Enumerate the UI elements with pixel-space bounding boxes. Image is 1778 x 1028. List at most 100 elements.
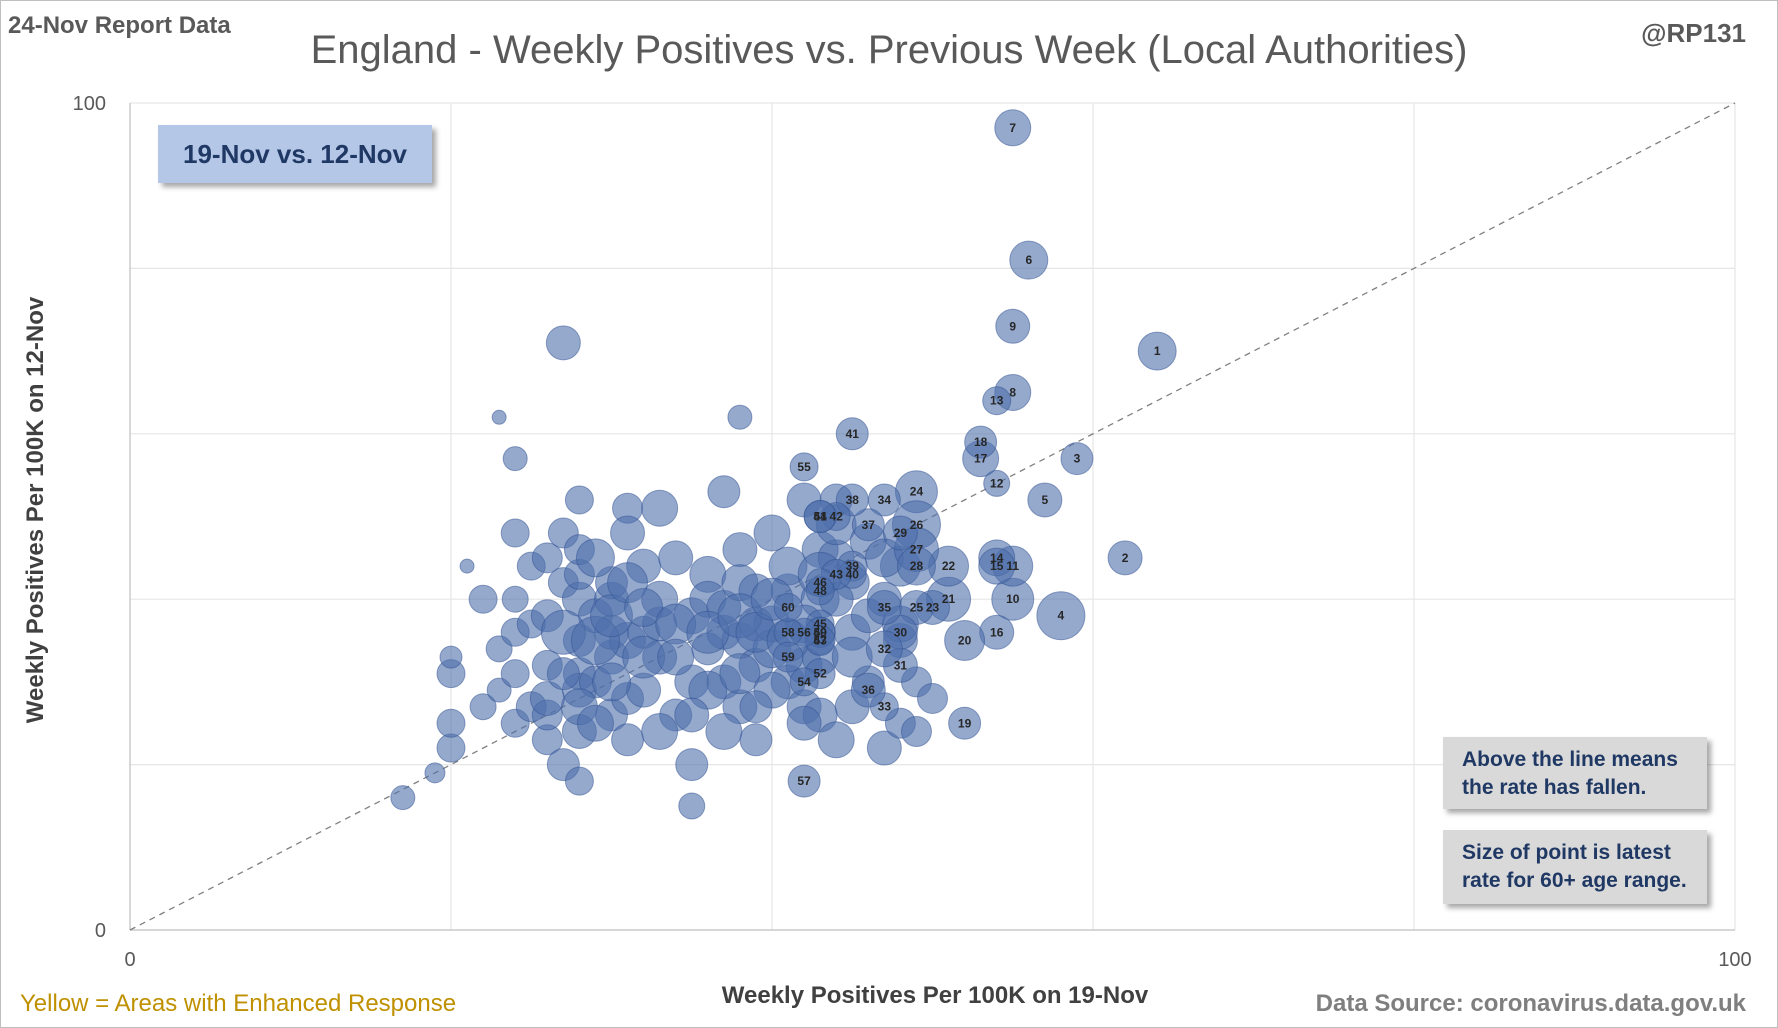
scatter-point: [657, 638, 695, 676]
point-number-label: 44: [813, 510, 827, 524]
scatter-point: [739, 690, 773, 724]
scatter-point: [753, 514, 791, 552]
scatter-point-labeled: [994, 109, 1032, 147]
point-number-label: 26: [910, 518, 924, 532]
point-number-label: 24: [910, 485, 924, 499]
scatter-point-labeled: [964, 425, 998, 459]
point-number-label: 20: [958, 634, 972, 648]
scatter-point: [707, 475, 741, 509]
scatter-point-labeled: [789, 452, 819, 482]
point-number-label: 54: [797, 675, 811, 689]
scatter-point: [610, 515, 646, 551]
point-number-label: 34: [878, 493, 892, 507]
point-number-label: 12: [990, 476, 1004, 490]
scatter-point-labeled: [896, 546, 936, 586]
point-number-label: 38: [846, 493, 860, 507]
author-handle: @RP131: [1641, 18, 1746, 48]
point-number-label: 31: [894, 658, 908, 672]
scatter-point: [564, 766, 594, 796]
scatter-point-labeled: [978, 547, 1016, 585]
scatter-point: [817, 721, 855, 759]
point-number-label: 19: [958, 716, 972, 730]
scatter-point: [546, 657, 580, 691]
enhanced-response-note: Yellow = Areas with Enhanced Response: [20, 990, 457, 1017]
scatter-point-labeled: [850, 672, 886, 708]
scatter-point: [439, 645, 463, 669]
period-label-box: 19-Nov vs. 12-Nov: [158, 125, 432, 183]
point-number-label: 16: [990, 625, 1004, 639]
point-number-label: 50: [813, 625, 827, 639]
point-number-label: 60: [781, 600, 795, 614]
point-number-label: 37: [862, 518, 876, 532]
point-number-label: 18: [974, 435, 988, 449]
scatter-point-labeled: [983, 469, 1011, 497]
point-number-label: 40: [846, 567, 860, 581]
scatter-point: [641, 489, 679, 527]
x-tick-label: 100: [1718, 949, 1751, 971]
scatter-point: [592, 662, 631, 702]
point-number-label: 21: [942, 592, 956, 606]
scatter-point: [576, 704, 614, 742]
scatter-point: [678, 792, 706, 820]
point-number-label: 8: [1009, 385, 1016, 399]
scatter-point: [658, 540, 694, 576]
scatter-point: [900, 716, 932, 748]
scatter-point: [786, 705, 822, 741]
scatter-point-labeled: [948, 706, 982, 740]
y-axis-label: Weekly Positives Per 100K on 12-Nov: [22, 296, 49, 724]
scatter-point-labeled: [1009, 240, 1049, 280]
scatter-point: [500, 518, 530, 548]
point-number-label: 6: [1025, 253, 1032, 267]
point-number-label: 39: [846, 559, 860, 573]
scatter-point-labeled: [851, 508, 885, 542]
scatter-point: [705, 713, 743, 751]
point-number-label: 25: [910, 600, 924, 614]
scatter-point: [424, 762, 446, 784]
point-number-label: 5: [1042, 493, 1049, 507]
report-date-label: 24-Nov Report Data: [8, 12, 231, 39]
point-number-label: 4: [1058, 609, 1065, 623]
point-number-label: 53: [813, 634, 827, 648]
point-number-label: 43: [830, 567, 844, 581]
scatter-point: [866, 730, 902, 766]
point-number-label: 59: [781, 650, 795, 664]
scatter-point: [459, 558, 475, 574]
scatter-point: [719, 653, 761, 695]
point-number-label: 48: [813, 584, 827, 598]
scatter-point-labeled: [1137, 331, 1177, 371]
data-source: Data Source: coronavirus.data.gov.uk: [1315, 990, 1746, 1017]
point-number-label: 33: [878, 700, 892, 714]
scatter-point-labeled: [866, 589, 902, 625]
scatter-point: [611, 723, 645, 757]
scatter-point-labeled: [995, 308, 1031, 344]
point-number-label: 13: [990, 394, 1004, 408]
scatter-point-labeled: [787, 764, 821, 798]
point-number-label: 41: [846, 427, 860, 441]
scatter-point: [727, 404, 753, 430]
note-point-size-line2: rate for 60+ age range.: [1462, 869, 1687, 892]
point-number-label: 3: [1074, 452, 1081, 466]
point-number-label: 42: [830, 510, 844, 524]
scatter-point-labeled: [865, 630, 903, 668]
point-number-label: 32: [878, 642, 892, 656]
scatter-point: [469, 693, 497, 721]
chart-title: England - Weekly Positives vs. Previous …: [310, 28, 1468, 72]
scatter-point-labeled: [773, 592, 803, 622]
point-number-label: 15: [990, 559, 1004, 573]
note-line-meaning-line1: Above the line means: [1462, 748, 1678, 771]
scatter-point: [501, 585, 529, 613]
point-number-label: 57: [797, 774, 811, 788]
point-number-label: 30: [894, 625, 908, 639]
point-number-label: 52: [813, 667, 827, 681]
scatter-point: [436, 708, 466, 738]
point-number-label: 14: [990, 551, 1004, 565]
point-number-label: 11: [1006, 559, 1019, 573]
scatter-point: [468, 584, 498, 614]
point-number-label: 45: [813, 617, 827, 631]
point-number-label: 56: [797, 625, 811, 639]
scatter-point-labeled: [1027, 482, 1063, 518]
y-tick-label: 0: [95, 920, 106, 942]
point-number-label: 28: [910, 559, 924, 573]
point-number-label: 27: [910, 543, 924, 557]
scatter-point: [739, 723, 773, 757]
